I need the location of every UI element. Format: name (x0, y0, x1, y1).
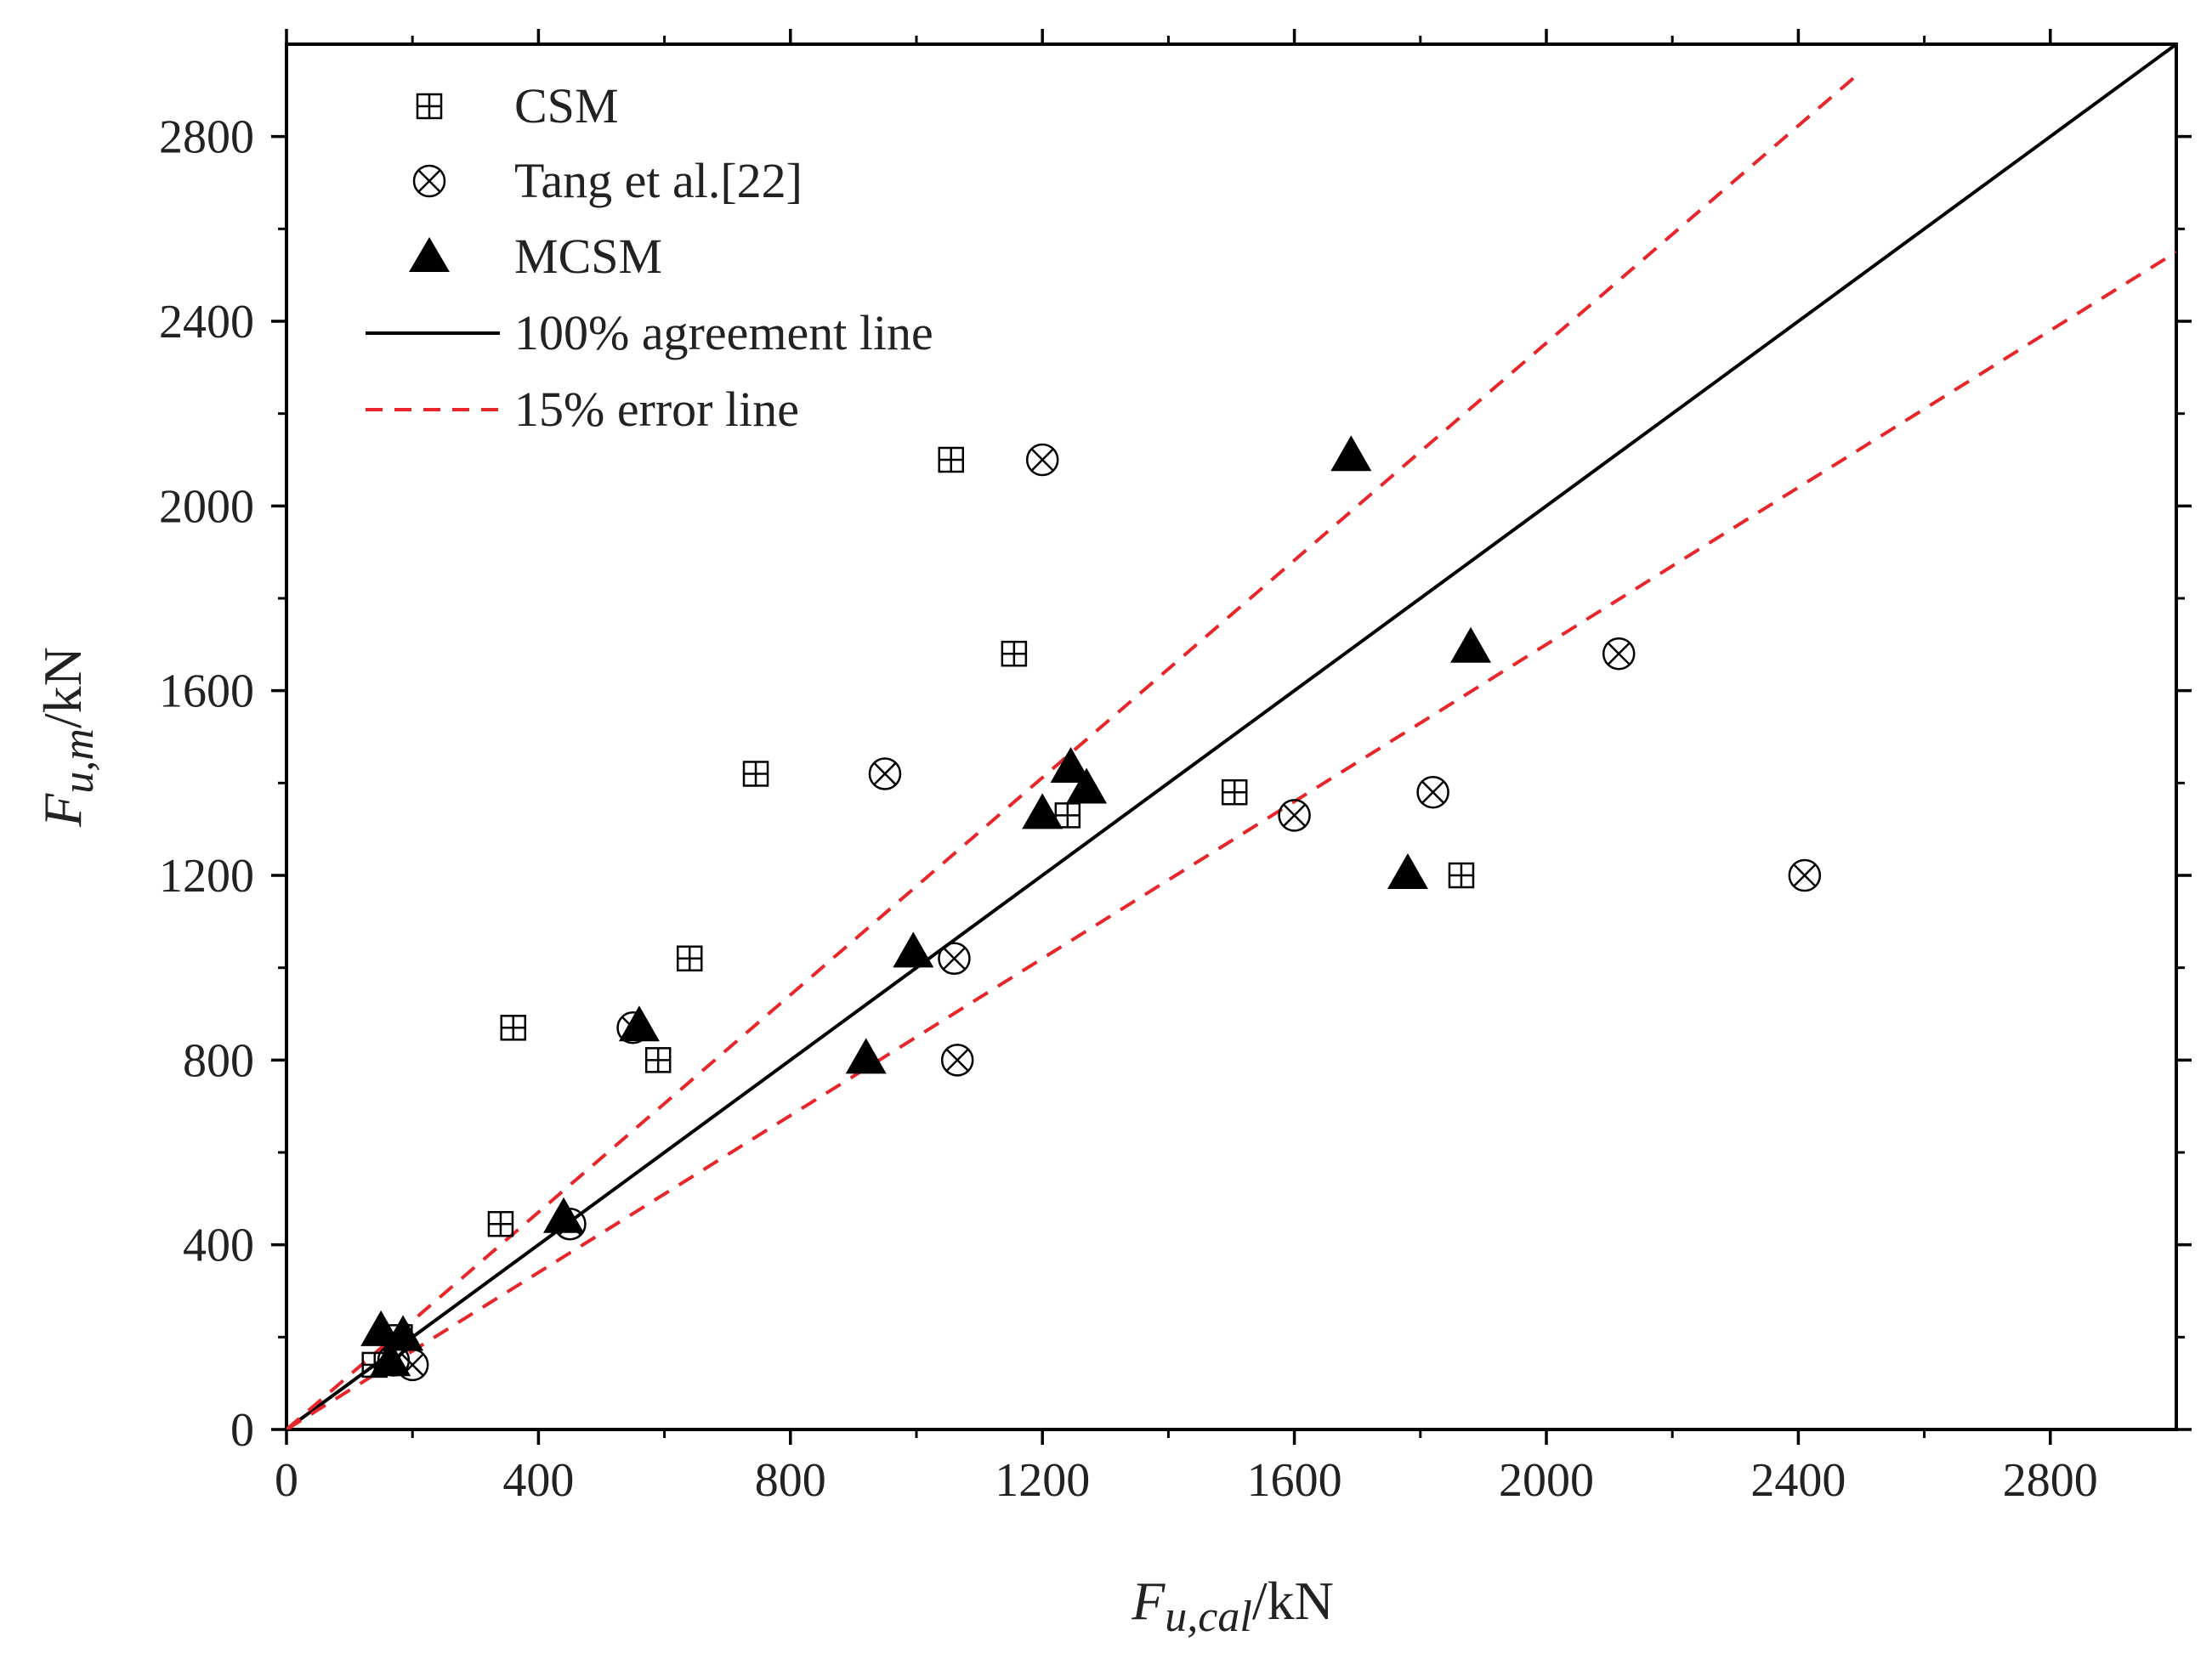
y-tick-label: 2000 (159, 480, 254, 533)
csm-point (1001, 640, 1028, 667)
error-line (286, 250, 2176, 1429)
y-tick-label: 400 (183, 1220, 254, 1272)
legend-marker-csm (416, 93, 443, 120)
x-tick-label: 0 (275, 1454, 298, 1507)
legend-label-csm: CSM (514, 78, 619, 133)
csm-point (1448, 862, 1475, 889)
csm-point (1054, 802, 1081, 829)
tang-point (938, 942, 971, 976)
tang-point (1602, 637, 1636, 671)
csm-point (742, 761, 769, 787)
mcsm-point (1066, 767, 1108, 804)
x-tick-label: 2800 (2003, 1454, 2098, 1507)
tang-point (1416, 775, 1449, 809)
y-tick-label: 2400 (159, 296, 254, 348)
plot-frame (285, 42, 2178, 1431)
tang-point (868, 757, 902, 790)
x-tick-label: 800 (755, 1454, 826, 1507)
agreement-line (286, 44, 2176, 1429)
mcsm-point (845, 1038, 887, 1074)
y-tick-label: 1200 (159, 850, 254, 903)
tang-point (1788, 858, 1822, 892)
mcsm-point (1330, 435, 1372, 472)
tang-point (940, 1044, 974, 1077)
mcsm-point (383, 1315, 424, 1351)
x-tick-label: 1200 (995, 1454, 1090, 1507)
y-tick-label: 2800 (159, 111, 254, 164)
x-tick-label: 400 (502, 1454, 574, 1507)
mcsm-point (1450, 626, 1492, 663)
mcsm-point (1022, 793, 1063, 829)
legend-marker-tang (412, 164, 446, 198)
legend-label-agreement: 100% agreement line (514, 305, 933, 360)
csm-point (644, 1047, 672, 1073)
csm-point (938, 446, 965, 473)
reference-lines (286, 44, 2176, 1429)
y-tick-label: 1600 (159, 665, 254, 718)
mcsm-point (1050, 747, 1092, 784)
legend-marker-mcsm (409, 237, 450, 272)
mcsm-point (1387, 853, 1428, 889)
axis-tick-labels: 0 400 800 1200 1600 2000 2400 2800 0 400 800 1200 16… (159, 111, 2098, 1507)
legend-label-mcsm: MCSM (514, 229, 662, 284)
csm-point (676, 945, 703, 972)
mcsm-point (618, 1005, 660, 1042)
x-axis-title: Fu,cal/kN (1131, 1571, 1334, 1641)
csm-point (487, 1210, 514, 1237)
axis-ticks (271, 29, 2192, 1445)
x-tick-label: 2400 (1750, 1454, 1846, 1507)
csm-point (1221, 778, 1248, 806)
y-axis-title: Fu,m/kN (32, 647, 103, 828)
y-tick-label: 0 (230, 1404, 254, 1457)
mcsm-point (893, 931, 934, 968)
tang-point (1278, 799, 1311, 832)
csm-point (500, 1015, 527, 1041)
legend-label-tang: Tang et al.[22] (514, 153, 803, 208)
legend: CSM Tang et al.[22] MCSM 100% agreement … (366, 78, 933, 437)
x-tick-label: 2000 (1499, 1454, 1594, 1507)
data-markers (360, 435, 1822, 1382)
mcsm-point (370, 1340, 411, 1377)
legend-label-error: 15% error line (514, 382, 799, 437)
mcsm-point (543, 1197, 585, 1233)
x-tick-label: 1600 (1247, 1454, 1342, 1507)
tang-point (1025, 443, 1059, 477)
y-tick-label: 800 (183, 1034, 254, 1087)
